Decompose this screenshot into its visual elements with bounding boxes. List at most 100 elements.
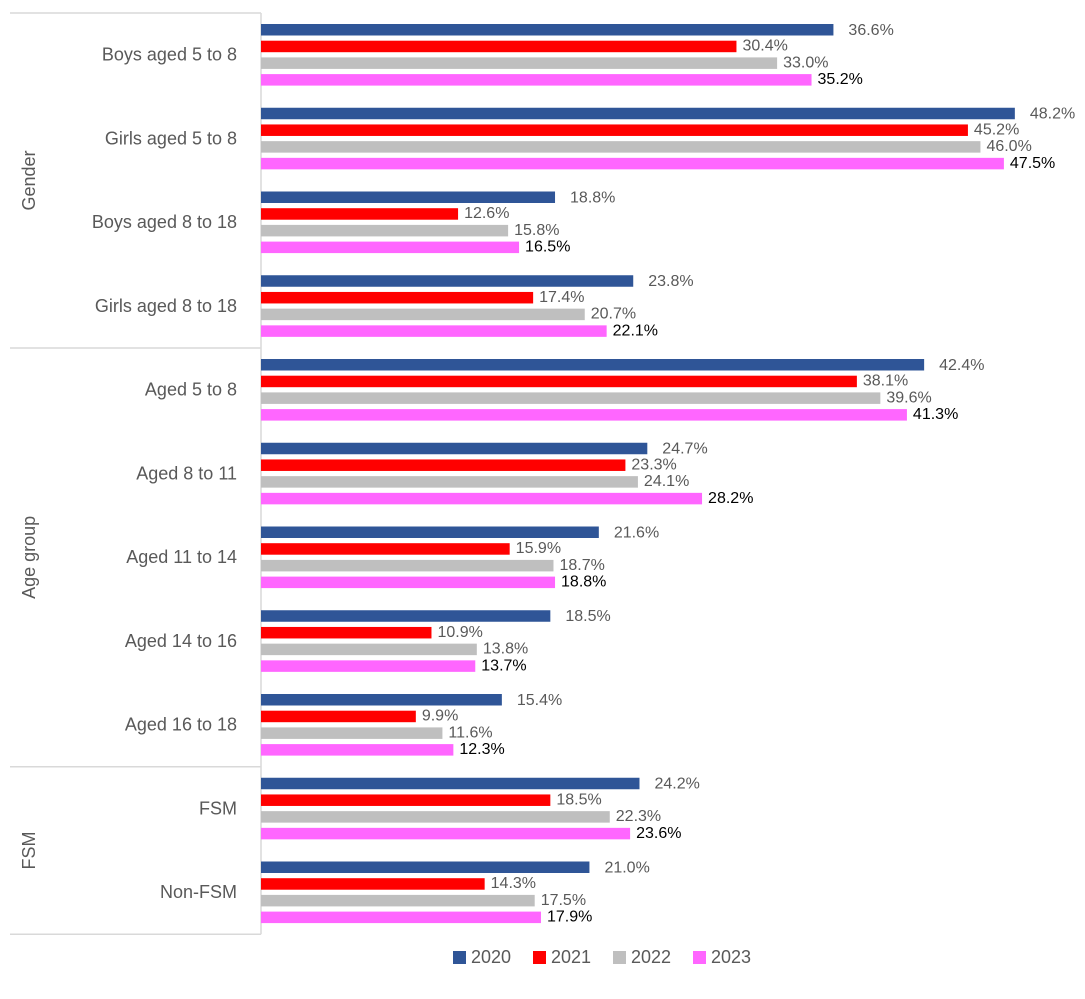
bar [261,476,638,488]
bar [261,191,556,203]
bar [261,157,1004,170]
bar [261,710,416,723]
bar [261,878,485,890]
data-label: 33.0% [783,54,828,71]
data-label: 18.8% [561,574,606,591]
bar [261,275,634,287]
bar [261,777,640,790]
data-label: 23.8% [648,273,693,290]
data-label: 9.9% [422,708,458,725]
bar [261,359,925,371]
bar [261,308,585,321]
data-label: 47.5% [1010,155,1055,172]
bar [261,861,590,873]
bar [261,241,520,254]
bar [261,107,1015,120]
legend-label: 2022 [631,947,671,967]
bar [261,794,551,806]
data-label: 16.5% [525,239,570,256]
bar [261,141,981,153]
data-label: 12.6% [464,205,509,222]
group-label: FSM [19,832,39,870]
data-label: 22.3% [616,808,661,825]
group-label: Gender [19,150,39,210]
data-label: 11.6% [448,724,492,741]
category-label: FSM [199,798,237,818]
bar [261,40,737,53]
data-label: 23.3% [631,456,676,473]
bar [261,526,599,538]
data-label: 30.4% [742,38,787,55]
data-label: 24.2% [654,776,699,793]
data-label: 15.9% [516,540,561,557]
category-label: Girls aged 8 to 18 [95,296,237,316]
data-label: 10.9% [437,624,482,641]
bar [261,543,510,555]
data-label: 21.6% [614,524,659,541]
bar [261,409,907,421]
bar [261,442,648,455]
data-label: 13.7% [481,657,526,674]
group-label: Age group [19,516,39,599]
category-label: Aged 5 to 8 [145,380,237,400]
legend-label: 2023 [711,947,751,967]
data-label: 18.7% [559,557,604,574]
data-label: 45.2% [974,121,1019,138]
bar [261,643,477,656]
bar [261,559,554,572]
bar [261,459,626,471]
data-label: 18.5% [556,791,601,808]
bar [261,694,502,706]
data-label: 18.5% [565,608,610,625]
bar [261,811,610,823]
data-label: 17.4% [539,289,584,306]
category-label: Aged 14 to 16 [125,631,237,651]
data-label: 13.8% [483,641,528,658]
data-label: 20.7% [591,306,636,323]
bar [261,576,556,589]
legend-swatch [453,951,466,964]
data-label: 42.4% [939,357,984,374]
data-label: 18.8% [570,189,615,206]
category-label: Boys aged 8 to 18 [92,212,237,232]
bar [261,57,778,69]
bar [261,827,631,840]
bar [261,291,534,304]
data-label: 24.7% [662,441,707,458]
bar [261,894,535,907]
bar [261,325,607,337]
data-label: 41.3% [913,406,958,423]
legend-label: 2021 [551,947,591,967]
data-label: 48.2% [1030,106,1075,123]
data-label: 39.6% [886,389,931,406]
bar [261,727,443,739]
bar [261,124,968,136]
legend-label: 2020 [471,947,511,967]
bar [261,208,459,220]
bar [261,492,703,505]
category-label: Aged 11 to 14 [126,547,237,567]
bar [261,74,812,86]
legend-swatch [693,951,706,964]
data-label: 15.4% [517,692,562,709]
bar [261,626,432,639]
category-label: Aged 16 to 18 [125,715,237,735]
bar [261,744,454,756]
bar [261,224,509,237]
data-label: 21.0% [604,859,649,876]
data-label: 36.6% [848,22,893,39]
category-label: Boys aged 5 to 8 [102,45,237,65]
category-label: Girls aged 5 to 8 [105,128,237,148]
legend-swatch [613,951,626,964]
category-label: Aged 8 to 11 [136,463,237,483]
data-label: 17.5% [541,892,586,909]
data-label: 17.9% [547,909,592,926]
bar [261,24,834,36]
bar [261,911,541,924]
data-label: 22.1% [613,322,658,339]
data-label: 23.6% [636,825,681,842]
data-label: 28.2% [708,490,753,507]
bar [261,610,551,622]
bar [261,392,881,404]
